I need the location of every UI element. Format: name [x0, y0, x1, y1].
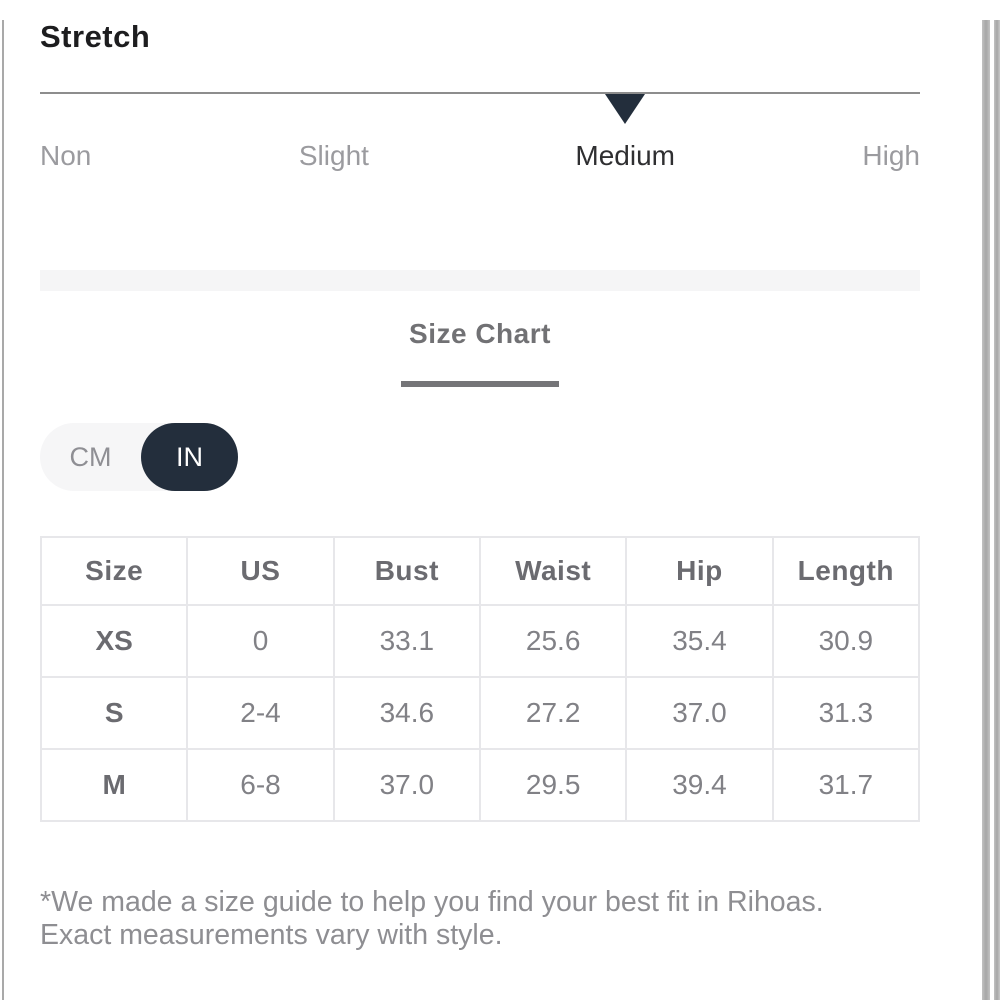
- col-header-length: Length: [771, 536, 921, 606]
- stretch-level-slight: Slight: [298, 140, 369, 171]
- cell-us: 2-4: [186, 676, 335, 750]
- panel-left-border: [2, 20, 4, 1000]
- stretch-scale-line: [40, 92, 920, 94]
- cell-size: S: [39, 676, 189, 750]
- size-chart-table: Size US Bust Waist Hip Length XS 0 33.1 …: [39, 536, 921, 822]
- footnote-line-1: *We made a size guide to help you find y…: [40, 886, 824, 918]
- cell-waist: 25.6: [478, 604, 628, 678]
- stretch-level-high: High: [862, 140, 920, 171]
- footnote-line-2: Exact measurements vary with style.: [40, 919, 503, 951]
- cell-hip: 39.4: [625, 748, 774, 822]
- cell-waist: 29.5: [478, 748, 628, 822]
- unit-cm-button[interactable]: CM: [69, 442, 112, 472]
- stretch-level-medium: Medium: [575, 140, 675, 171]
- stretch-level-non: Non: [40, 140, 92, 171]
- cell-length: 31.7: [771, 748, 921, 822]
- table-header-row: Size US Bust Waist Hip Length: [39, 536, 921, 606]
- col-header-size: Size: [39, 536, 189, 606]
- table-row-xs: XS 0 33.1 25.6 35.4 30.9: [39, 604, 921, 678]
- cell-size: M: [39, 748, 189, 822]
- scrollbar-thumb[interactable]: [982, 20, 990, 1000]
- cell-us: 6-8: [186, 748, 335, 822]
- stretch-marker-triangle-icon: [605, 94, 646, 124]
- unit-toggle[interactable]: CM IN: [40, 423, 238, 491]
- cell-size: XS: [39, 604, 189, 678]
- cell-bust: 37.0: [332, 748, 481, 822]
- size-chart-tab-underline: [401, 381, 559, 387]
- cell-length: 30.9: [771, 604, 921, 678]
- cell-bust: 33.1: [332, 604, 481, 678]
- col-header-hip: Hip: [625, 536, 774, 606]
- unit-in-button[interactable]: IN: [141, 423, 238, 491]
- cell-length: 31.3: [771, 676, 921, 750]
- table-row-s: S 2-4 34.6 27.2 37.0 31.3: [39, 676, 921, 750]
- stretch-section-title: Stretch: [40, 19, 151, 54]
- size-chart-tab[interactable]: Size Chart: [409, 318, 551, 349]
- table-row-m: M 6-8 37.0 29.5 39.4 31.7: [39, 748, 921, 822]
- col-header-bust: Bust: [332, 536, 481, 606]
- col-header-us: US: [186, 536, 335, 606]
- col-header-waist: Waist: [478, 536, 628, 606]
- size-guide-panel: Stretch Non Slight Medium High Size Char…: [0, 20, 960, 952]
- cell-hip: 35.4: [625, 604, 774, 678]
- cell-waist: 27.2: [478, 676, 628, 750]
- size-guide-footnote: *We made a size guide to help you find y…: [40, 886, 920, 952]
- cell-bust: 34.6: [332, 676, 481, 750]
- section-divider-band: [40, 270, 920, 291]
- stretch-level-labels: Non Slight Medium High: [40, 138, 920, 174]
- cell-hip: 37.0: [625, 676, 774, 750]
- window-right-edge: [994, 20, 1000, 1000]
- cell-us: 0: [186, 604, 335, 678]
- stretch-scale: [40, 92, 920, 124]
